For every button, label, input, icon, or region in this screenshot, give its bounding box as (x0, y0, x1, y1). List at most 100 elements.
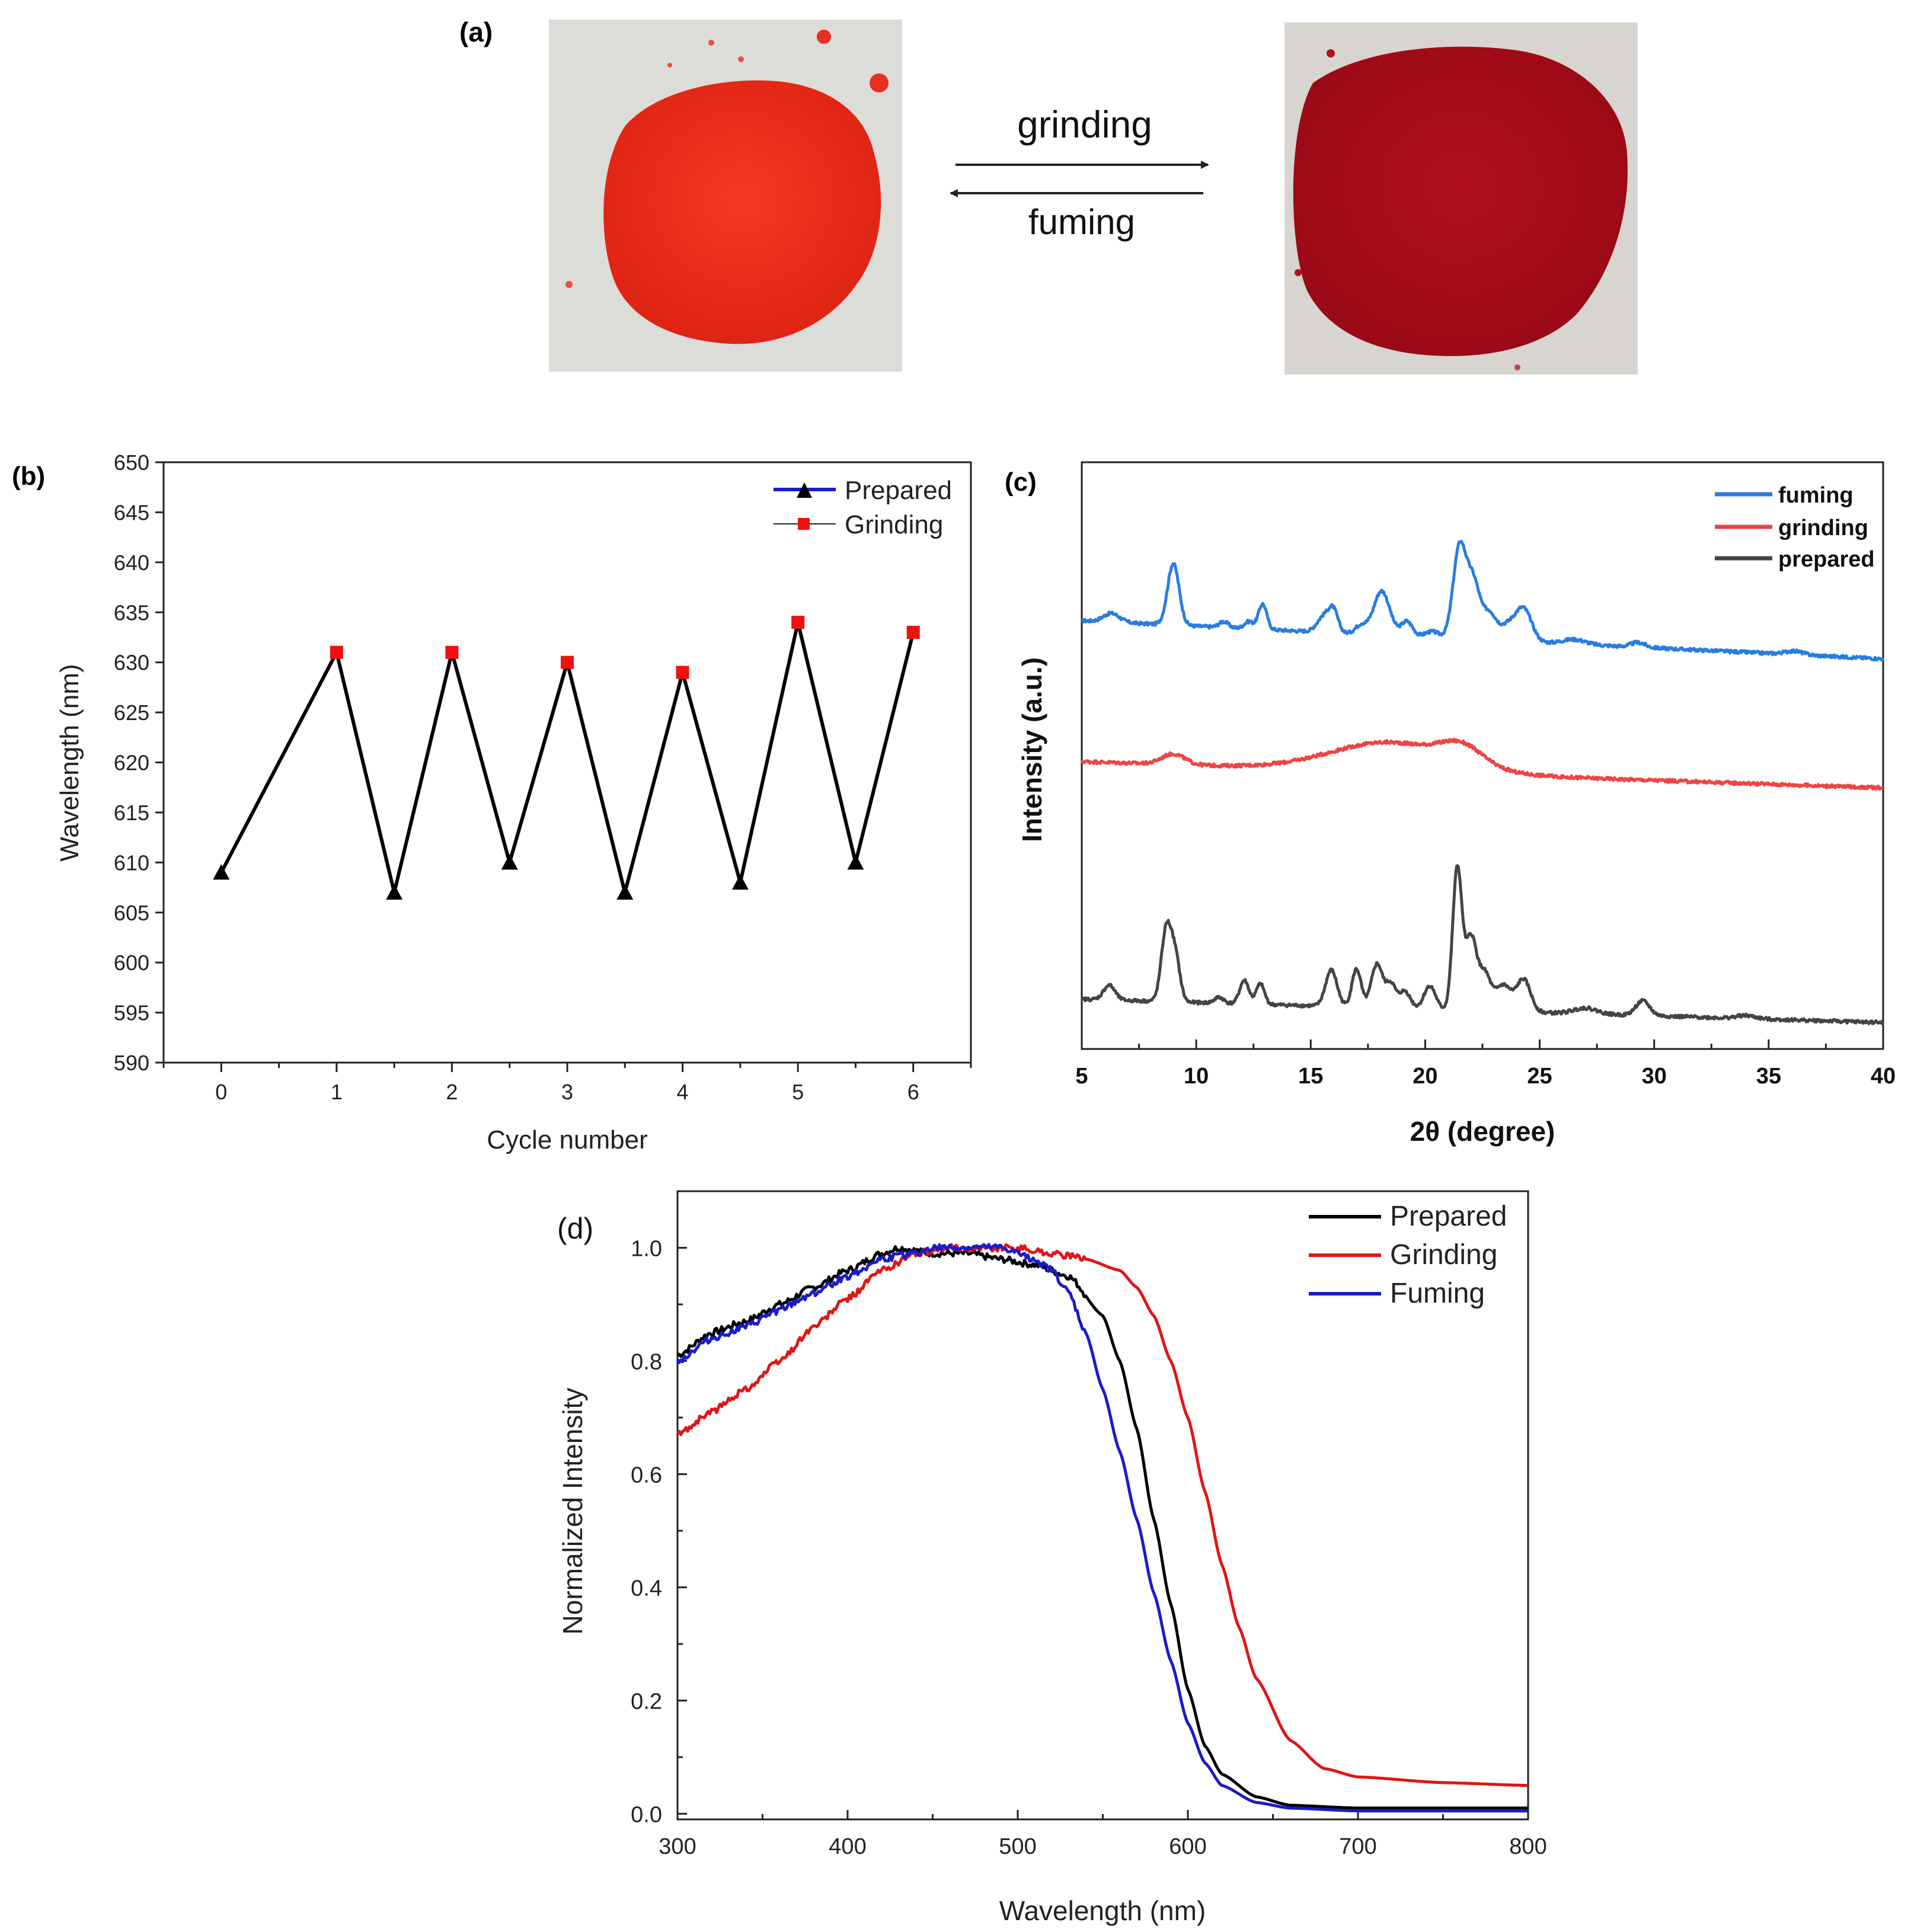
panel-b-ticks: 5905956006056106156206256306356406456500… (114, 450, 972, 1104)
panel-b-ytick-label: 605 (114, 901, 149, 925)
panel-b-xtick-label: 5 (792, 1080, 804, 1104)
panel-b-xtick-label: 4 (677, 1080, 689, 1104)
panel-a-label: (a) (459, 17, 493, 47)
legend-grinding-marker (798, 518, 810, 530)
panel-d-xtick-label: 700 (1339, 1834, 1376, 1859)
panel-c-ticks: 5 10 15 20 25 30 35 40 (1075, 1039, 1896, 1089)
panel-b-ytick-label: 640 (114, 551, 149, 575)
panel-d-prepared-curve (676, 1245, 1528, 1810)
panel-d-xtick-label: 400 (829, 1834, 866, 1859)
left-powder-pile (603, 80, 881, 344)
panel-c-lines (1080, 540, 1885, 1025)
panel-d-ytick-label: 0.8 (631, 1349, 662, 1374)
panel-b-xtick-label: 1 (331, 1080, 343, 1104)
grinding-arrow-label: grinding (1017, 103, 1152, 146)
panel-b-grinding-point (791, 616, 805, 629)
panel-b-xtick-label: 3 (561, 1080, 573, 1104)
panel-b-grinding-point (561, 655, 574, 669)
panel-b-ytick-label: 645 (114, 500, 149, 524)
panel-b-xtick-label: 6 (907, 1080, 919, 1104)
fuming-arrow-label: fuming (1028, 202, 1135, 242)
panel-b-ytick-label: 615 (114, 801, 149, 825)
panel-d-grinding-curve (676, 1243, 1528, 1787)
panel-b-ytick-label: 650 (114, 450, 149, 475)
panel-c-prepared-trace (1081, 864, 1885, 1025)
legend-fuming-label: fuming (1778, 483, 1854, 508)
panel-b-prepared-point (501, 854, 518, 870)
panel-b-plot-frame (162, 461, 972, 1064)
panel-d-chart: (d) 0.0 0.2 0.4 0.6 0.8 1.0 300 400 500 600 700 800… (557, 1190, 1547, 1926)
panel-b-chart: (b) 590595600605610615620625630635640645… (12, 450, 972, 1154)
panel-d-label: (d) (557, 1212, 593, 1245)
panel-c-grinding-trace (1080, 738, 1884, 791)
panel-d-legend: Prepared Grinding Fuming (1309, 1201, 1507, 1309)
panel-c-ylabel: Intensity (a.u.) (1017, 657, 1047, 842)
panel-b-ytick-label: 630 (114, 651, 149, 675)
legend-prepared-label: prepared (1778, 547, 1875, 572)
left-powder-photo (549, 20, 902, 372)
panel-b-prepared-point (213, 864, 230, 880)
panel-c-xlabel: 2θ (degree) (1410, 1116, 1555, 1147)
panel-c-fuming-trace (1081, 540, 1885, 662)
panel-a: (a) grinding fuming (459, 17, 1638, 375)
panel-d-ytick-label: 0.2 (631, 1689, 662, 1714)
panel-b-ytick-label: 635 (114, 600, 149, 625)
panel-d-xtick-label: 800 (1509, 1834, 1546, 1859)
legend-grinding-label: grinding (1778, 516, 1868, 540)
legend-prepared-label: Prepared (1390, 1201, 1507, 1232)
panel-b-grinding-point (445, 645, 459, 659)
panel-b-label: (b) (12, 462, 45, 491)
panel-c-chart: (c) 5 10 15 20 25 30 35 40 2θ (degree) Intensit… (1005, 461, 1896, 1147)
panel-b-prepared-point (616, 884, 634, 900)
panel-b-ytick-label: 625 (114, 700, 149, 725)
panel-d-xtick-label: 500 (999, 1834, 1036, 1859)
panel-b-xlabel: Cycle number (487, 1125, 647, 1154)
panel-b-ytick-label: 590 (114, 1051, 149, 1075)
panel-b-grinding-point (330, 645, 343, 659)
panel-c-xtick-label: 30 (1642, 1064, 1667, 1089)
panel-d-ytick-label: 0.4 (631, 1576, 662, 1601)
panel-b-prepared-point (731, 874, 749, 890)
right-powder-photo (1284, 23, 1638, 375)
panel-c-xtick-label: 25 (1527, 1064, 1552, 1089)
panel-b-prepared-point (386, 884, 403, 900)
panel-d-ytick-label: 1.0 (631, 1236, 662, 1261)
panel-d-ticks: 0.0 0.2 0.4 0.6 0.8 1.0 300 400 500 600 700 800 (631, 1236, 1547, 1859)
panel-d-xtick-label: 300 (659, 1834, 696, 1859)
panel-d-ytick-label: 0.6 (631, 1463, 662, 1488)
panel-c-legend: fuming grinding prepared (1715, 483, 1875, 572)
legend-prepared-label: Prepared (845, 476, 952, 505)
panel-c-xtick-label: 5 (1075, 1064, 1088, 1089)
panel-b-ytick-label: 595 (114, 1001, 149, 1025)
panel-d-lines (676, 1243, 1528, 1813)
panel-c-label: (c) (1005, 468, 1037, 497)
legend-grinding-label: Grinding (1390, 1239, 1497, 1271)
panel-b-ytick-label: 610 (114, 850, 149, 875)
panel-b-legend: Prepared Grinding (774, 476, 952, 539)
panel-b-prepared-point (847, 854, 864, 870)
panel-b-grinding-point (676, 666, 689, 679)
panel-d-fuming-curve (676, 1243, 1528, 1813)
panel-b-grinding-point (906, 626, 920, 639)
panel-d-ytick-label: 0.0 (631, 1802, 662, 1827)
panel-b-xtick-label: 2 (446, 1080, 458, 1104)
panel-c-xtick-label: 35 (1756, 1064, 1781, 1089)
panel-b-lines (219, 622, 915, 893)
panel-d-xtick-label: 600 (1169, 1834, 1206, 1859)
panel-d-xlabel: Wavelength (nm) (999, 1895, 1206, 1926)
panel-c-xtick-label: 10 (1184, 1064, 1209, 1089)
legend-grinding-label: Grinding (845, 510, 943, 539)
panel-b-ylabel: Wavelength (nm) (55, 664, 84, 861)
panel-b-ytick-label: 620 (114, 751, 149, 775)
right-powder-pile (1293, 46, 1628, 356)
panel-d-ylabel: Normalized Intensity (557, 1388, 588, 1635)
legend-prepared-marker (797, 482, 812, 498)
panel-c-xtick-label: 40 (1871, 1064, 1896, 1089)
panel-b-xtick-label: 0 (215, 1080, 227, 1104)
panel-b-ytick-label: 600 (114, 951, 149, 975)
panel-c-xtick-label: 20 (1413, 1064, 1437, 1089)
legend-fuming-label: Fuming (1390, 1278, 1485, 1309)
panel-b-markers (213, 616, 920, 900)
panel-b-cycle-line (219, 622, 915, 893)
